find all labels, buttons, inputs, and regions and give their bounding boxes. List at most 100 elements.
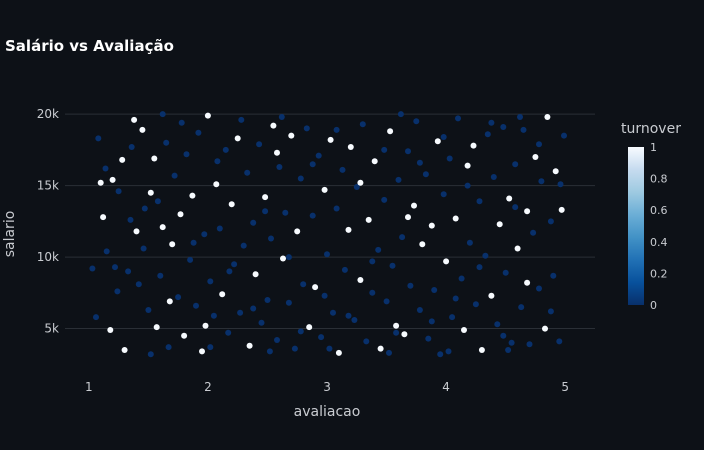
data-point — [89, 265, 96, 272]
data-point — [333, 205, 340, 212]
data-point — [166, 298, 173, 305]
data-point — [419, 241, 426, 248]
data-point — [357, 179, 364, 186]
data-point — [201, 231, 208, 238]
y-tick-label: 20k — [37, 107, 59, 121]
data-point — [506, 195, 513, 202]
colorbar-tick-label: 0.4 — [650, 236, 668, 249]
data-point — [109, 176, 116, 183]
data-point — [490, 174, 497, 180]
data-point — [306, 324, 313, 331]
data-point — [428, 318, 435, 325]
data-point — [434, 138, 441, 145]
data-point — [125, 268, 132, 275]
data-point — [365, 216, 372, 223]
data-point — [530, 229, 537, 236]
data-point — [482, 252, 489, 259]
data-point — [411, 202, 417, 209]
data-point — [187, 256, 194, 263]
data-point — [297, 328, 304, 335]
data-point — [222, 146, 229, 153]
data-point — [147, 189, 154, 196]
data-point — [550, 272, 557, 279]
data-point — [389, 262, 396, 269]
data-point — [496, 221, 503, 228]
data-point — [517, 114, 523, 120]
x-tick-labels: 1 2 3 4 5 — [85, 380, 569, 394]
data-point — [264, 297, 271, 303]
data-point — [285, 299, 292, 306]
data-point — [256, 141, 263, 148]
data-point — [488, 292, 495, 299]
data-point — [443, 258, 450, 265]
data-point — [502, 269, 509, 276]
data-point — [318, 334, 325, 341]
data-point — [440, 134, 447, 140]
data-point — [386, 349, 392, 356]
data-point — [544, 114, 551, 120]
data-point — [393, 329, 400, 336]
colorbar-tick-label: 0.6 — [650, 204, 668, 217]
data-point — [561, 132, 567, 139]
data-point — [488, 119, 495, 126]
data-point — [484, 131, 491, 138]
data-point — [446, 155, 453, 162]
data-point — [357, 277, 364, 283]
data-point — [397, 111, 404, 118]
data-point — [214, 158, 221, 165]
data-point — [395, 176, 402, 183]
data-point — [405, 214, 411, 221]
data-point — [440, 191, 447, 198]
data-point — [210, 312, 217, 319]
data-point — [315, 152, 322, 159]
data-point — [133, 228, 140, 235]
data-point — [524, 279, 531, 286]
data-point — [335, 349, 342, 356]
data-point — [452, 215, 459, 222]
data-point — [377, 345, 384, 352]
data-point — [345, 312, 352, 319]
gridlines — [65, 113, 595, 330]
data-point — [250, 305, 257, 312]
data-point — [204, 112, 211, 119]
data-point — [452, 295, 459, 302]
data-point — [226, 268, 233, 275]
data-point — [347, 144, 354, 150]
data-point — [494, 321, 501, 328]
data-point — [244, 169, 251, 176]
data-point — [312, 284, 319, 291]
data-point — [422, 171, 429, 178]
data-point — [363, 338, 370, 345]
colorbar-tick-label: 1 — [650, 141, 657, 154]
data-point — [401, 331, 408, 338]
data-point — [330, 309, 336, 316]
data-point — [282, 209, 289, 216]
data-point — [383, 298, 390, 305]
data-point — [216, 225, 223, 232]
data-point — [455, 115, 461, 122]
data-point — [512, 204, 519, 211]
data-point — [470, 142, 477, 149]
data-point — [97, 179, 104, 186]
data-point — [154, 198, 161, 205]
data-point — [536, 141, 542, 148]
data-point — [102, 165, 109, 172]
data-point — [207, 344, 214, 351]
data-point — [327, 136, 334, 143]
data-point — [552, 168, 559, 175]
data-point — [478, 347, 485, 353]
data-point — [428, 222, 435, 229]
y-tick-labels: 5k 10k 15k 20k — [37, 107, 59, 335]
data-point — [225, 329, 232, 336]
data-point — [240, 242, 247, 249]
data-point — [300, 281, 307, 288]
x-tick-label: 3 — [323, 380, 331, 394]
data-point — [351, 317, 358, 323]
colorbar-tick-label: 0.2 — [650, 267, 668, 280]
y-tick-label: 10k — [37, 250, 59, 264]
data-point — [437, 351, 444, 358]
data-point — [526, 341, 533, 348]
data-point — [195, 129, 202, 136]
data-point — [252, 271, 259, 278]
